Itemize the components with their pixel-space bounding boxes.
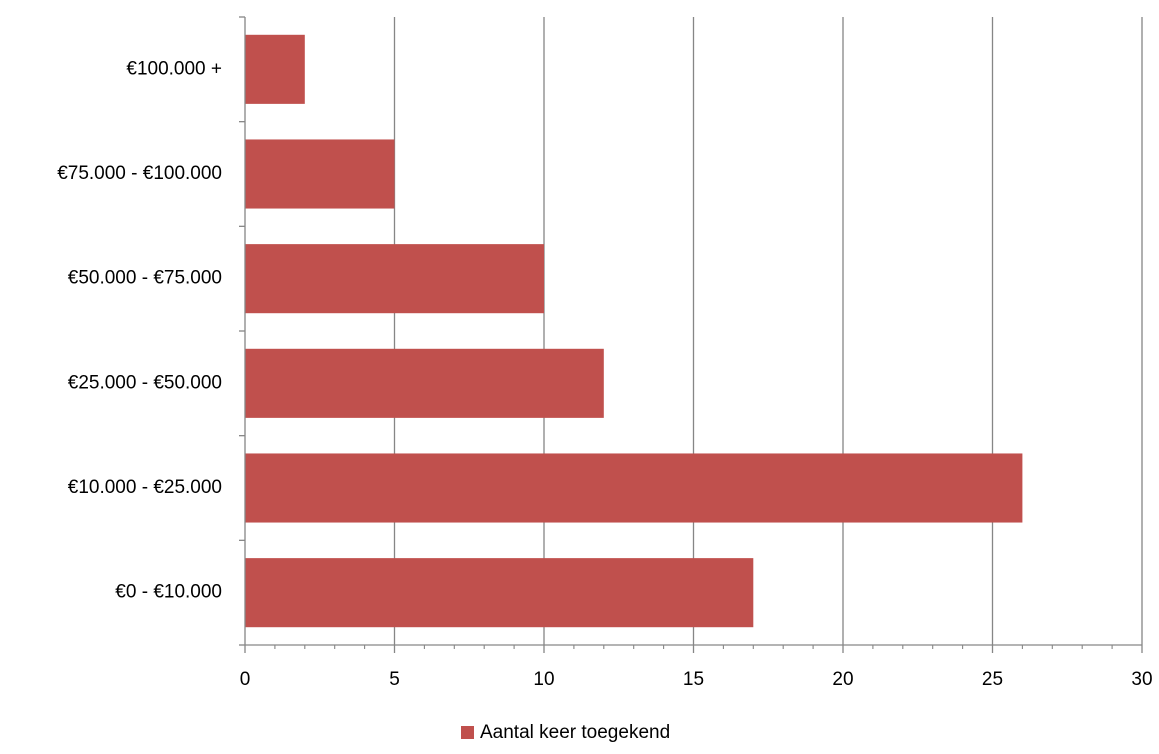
axes bbox=[239, 16, 1143, 653]
x-tick-label-5: 5 bbox=[389, 669, 400, 690]
axis-labels: €0 - €10.000 €10.000 - €25.000 €25.000 - €… bbox=[57, 58, 1152, 690]
category-label-3: €50.000 - €75.000 bbox=[68, 268, 222, 289]
x-tick-label-0: 0 bbox=[240, 669, 251, 690]
category-label-1: €10.000 - €25.000 bbox=[68, 477, 222, 498]
category-label-4: €75.000 - €100.000 bbox=[57, 163, 222, 184]
category-label-5: €100.000 + bbox=[126, 58, 222, 79]
bar-1 bbox=[245, 453, 1023, 523]
x-tick-label-10: 10 bbox=[533, 669, 554, 690]
bar-2 bbox=[245, 348, 604, 418]
x-tick-label-20: 20 bbox=[832, 669, 853, 690]
category-label-0: €0 - €10.000 bbox=[115, 582, 222, 603]
bar-4 bbox=[245, 139, 395, 209]
gridlines bbox=[393, 17, 1143, 645]
x-tick-label-15: 15 bbox=[683, 669, 704, 690]
category-label-2: €25.000 - €50.000 bbox=[68, 372, 222, 393]
legend-label: Aantal keer toegekend bbox=[480, 722, 670, 743]
legend-swatch bbox=[461, 726, 474, 739]
bar-0 bbox=[245, 558, 754, 628]
x-tick-label-25: 25 bbox=[982, 669, 1003, 690]
bars bbox=[245, 34, 1023, 628]
bar-5 bbox=[245, 34, 305, 104]
bar-3 bbox=[245, 244, 544, 314]
x-tick-label-30: 30 bbox=[1131, 669, 1152, 690]
legend: Aantal keer toegekend bbox=[461, 722, 670, 743]
